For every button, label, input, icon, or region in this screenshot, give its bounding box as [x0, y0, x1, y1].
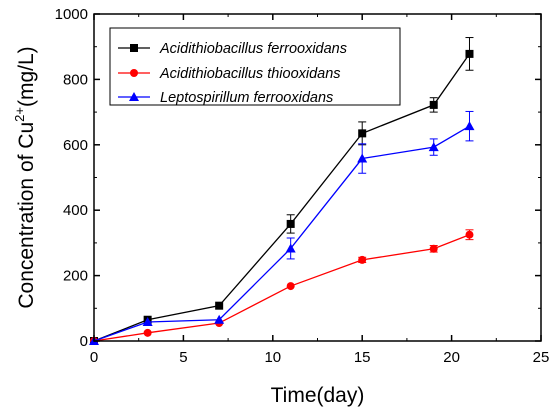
x-tick-label: 10 [264, 349, 281, 366]
y-tick-label: 400 [63, 202, 88, 219]
legend-label: Leptospirillum ferrooxidans [160, 90, 333, 106]
data-point [142, 317, 153, 327]
y-tick-label: 1000 [55, 6, 88, 23]
data-point [357, 153, 368, 163]
y-axis-title-superscript: 2+ [12, 107, 27, 122]
x-axis-title: Time(day) [271, 384, 365, 407]
legend-entry: Acidithiobacillus thiooxidans [118, 66, 341, 82]
legend-label: Acidithiobacillus ferrooxidans [159, 41, 347, 57]
y-tick-label: 600 [63, 137, 88, 154]
data-point [428, 142, 439, 152]
data-point [143, 328, 152, 337]
y-tick-label: 200 [63, 268, 88, 285]
data-point [285, 243, 296, 253]
y-tick-label: 0 [80, 333, 88, 350]
series-2 [90, 229, 474, 345]
series-3 [89, 110, 475, 345]
data-point [429, 244, 438, 253]
data-point [214, 314, 225, 324]
data-point [358, 255, 367, 264]
legend-entry: Leptospirillum ferrooxidans [118, 90, 333, 106]
legend-marker [129, 92, 139, 101]
legend-entry: Acidithiobacillus ferrooxidans [118, 41, 347, 57]
legend-label: Acidithiobacillus thiooxidans [159, 66, 341, 82]
legend-marker [130, 44, 138, 52]
x-tick-label: 15 [354, 349, 371, 366]
y-axis-title: Concentration of Cu2+(mg/L) [12, 46, 38, 308]
legend-marker [130, 69, 138, 77]
x-tick-label: 0 [90, 349, 98, 366]
series-layer [89, 37, 475, 345]
axis-layer: 0 5 10 15 20 25 0 200 400 600 800 1000 [55, 6, 550, 366]
x-tick-label: 25 [533, 349, 550, 366]
data-point [465, 49, 474, 58]
y-axis-title-base: Concentration of Cu [15, 122, 38, 309]
y-axis-title-unit: (mg/L) [15, 46, 38, 107]
data-point [358, 129, 367, 138]
data-point [215, 301, 224, 310]
data-point [465, 230, 474, 239]
data-point [429, 100, 438, 109]
data-point [286, 219, 295, 228]
x-tick-label: 5 [179, 349, 187, 366]
legend-box [109, 27, 401, 106]
legend: Acidithiobacillus ferrooxidans Acidithiob… [109, 27, 401, 106]
data-point [286, 282, 295, 291]
x-tick-label: 20 [443, 349, 460, 366]
y-tick-label: 800 [63, 71, 88, 88]
data-point [464, 121, 475, 131]
